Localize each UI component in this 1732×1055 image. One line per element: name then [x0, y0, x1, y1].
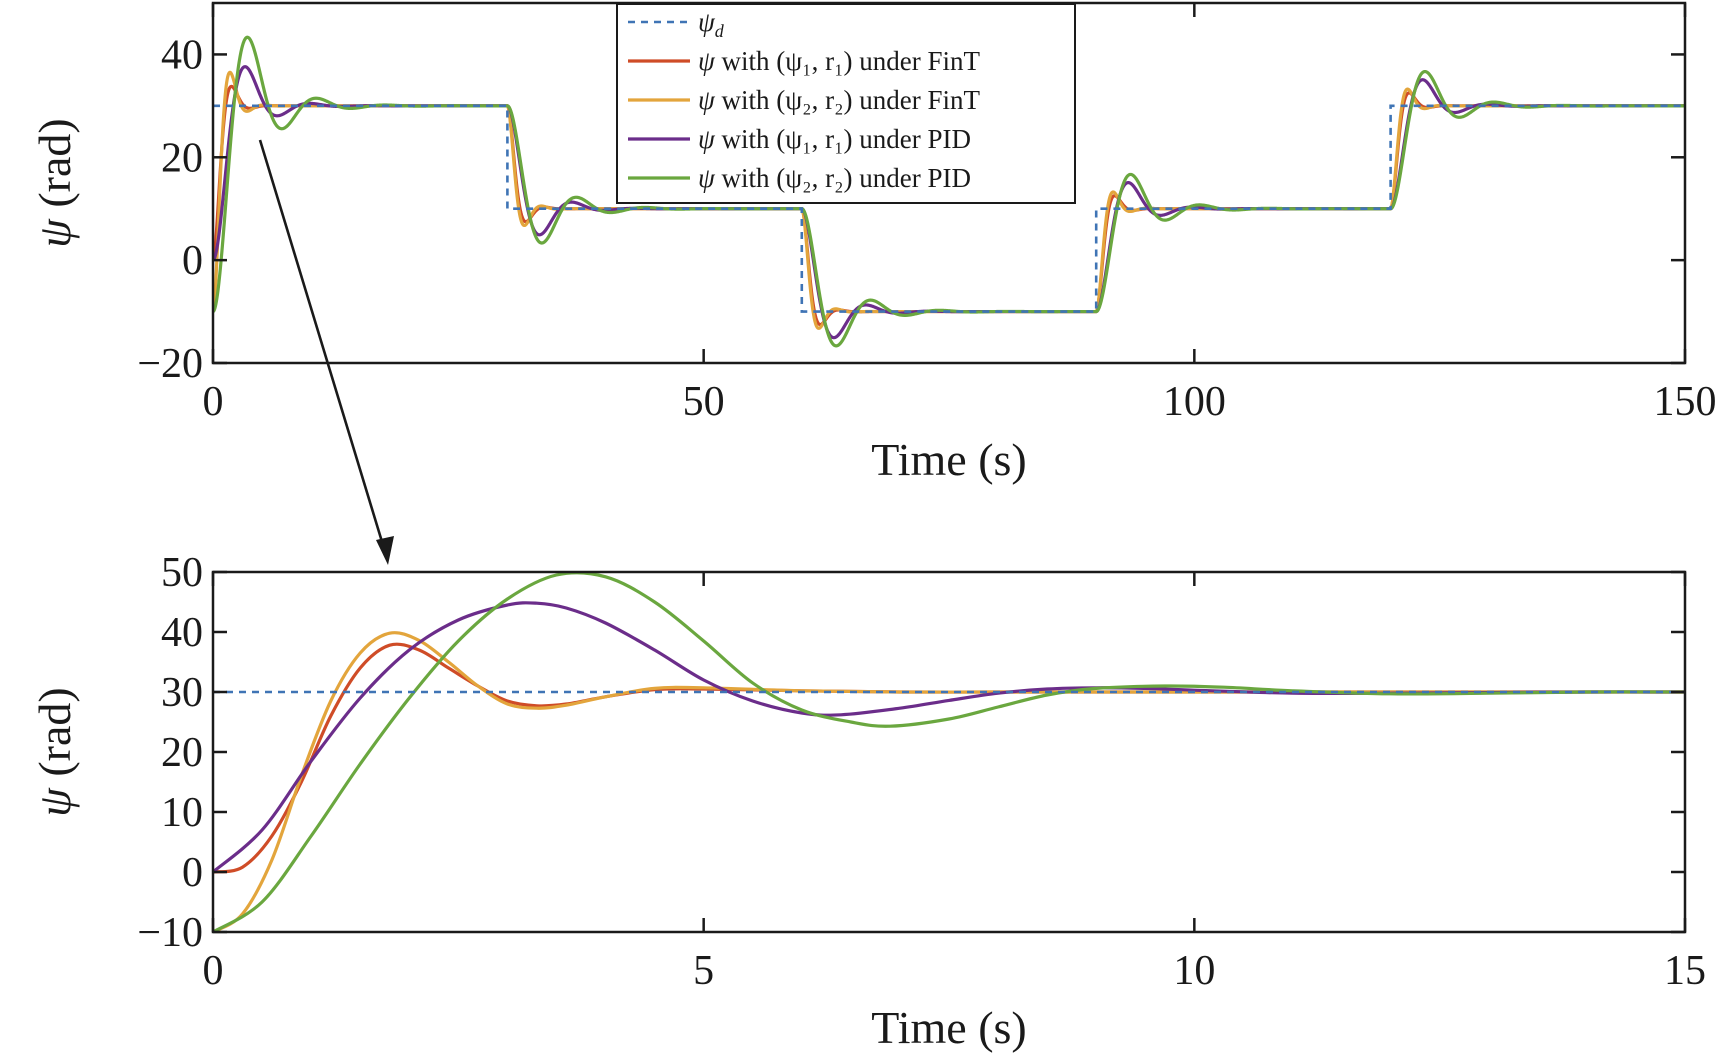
bottom-plot-frame	[211, 570, 1687, 934]
bottom-x-axis-title: Time (s)	[871, 1002, 1027, 1053]
bottom-y-tick-label: 30	[161, 670, 203, 716]
legend-label-fint-1: ψ with (ψ₁, r₁) under FinT	[698, 46, 980, 76]
bottom-y-axis-title: ψ (rad)	[29, 687, 80, 816]
bottom-series-clip	[213, 572, 1685, 932]
top-series-clip	[213, 35, 1685, 348]
legend-label-fint-2: ψ with (ψ₂, r₂) under FinT	[698, 85, 980, 115]
bottom-series-pid-2-line	[213, 572, 1685, 932]
bottom-y-axis-unit: (rad)	[29, 687, 80, 788]
zoom-arrow	[258, 139, 394, 565]
legend-box	[616, 3, 1076, 204]
bottom-series-group	[213, 572, 1685, 932]
legend: ψd ψ with (ψ₁, r₁) under FinT ψ with (ψ₂, …	[616, 3, 1076, 204]
bottom-y-tick-label: 50	[161, 550, 203, 596]
bottom-series-fint-2-line	[213, 631, 1685, 932]
bottom-y-tick-label: 10	[161, 790, 203, 836]
bottom-y-tick-label: −10	[137, 910, 203, 956]
bottom-y-tick-label: 0	[182, 850, 203, 896]
top-y-tick-label: −20	[137, 341, 203, 387]
legend-label-pid-2: ψ with (ψ₂, r₂) under PID	[698, 163, 971, 193]
legend-label-pid-1: ψ with (ψ₁, r₁) under PID	[698, 124, 971, 154]
legend-label-psi-d: ψd	[698, 7, 725, 41]
zoom-arrow-head	[376, 536, 394, 565]
bottom-y-axis-symbol: ψ	[29, 787, 80, 817]
top-y-axis-symbol: ψ	[29, 218, 80, 248]
top-y-tick-label: 20	[161, 135, 203, 181]
top-x-tick-label: 150	[1654, 379, 1717, 425]
top-y-axis-title: ψ (rad)	[29, 118, 80, 247]
bottom-x-tick-label: 15	[1664, 948, 1706, 994]
bottom-x-tick-label: 0	[203, 948, 224, 994]
top-series-group	[213, 35, 1685, 348]
bottom-series-pid-1-line	[213, 601, 1685, 874]
top-reference-line	[213, 104, 1685, 313]
bottom-series-fint-1-line	[213, 642, 1685, 874]
bottom-x-tick-label: 5	[693, 948, 714, 994]
top-y-tick-label: 40	[161, 32, 203, 78]
top-x-tick-label: 0	[203, 379, 224, 425]
bottom-y-tick-label: 20	[161, 730, 203, 776]
legend-entries: ψd ψ with (ψ₁, r₁) under FinT ψ with (ψ₂, …	[628, 7, 980, 193]
top-y-tick-label: 0	[182, 238, 203, 284]
top-x-axis-title: Time (s)	[871, 434, 1027, 485]
top-x-tick-label: 100	[1163, 379, 1226, 425]
bottom-y-tick-label: 40	[161, 610, 203, 656]
top-x-tick-label: 50	[683, 379, 725, 425]
bottom-x-tick-label: 10	[1173, 948, 1215, 994]
top-y-axis-unit: (rad)	[29, 118, 80, 219]
